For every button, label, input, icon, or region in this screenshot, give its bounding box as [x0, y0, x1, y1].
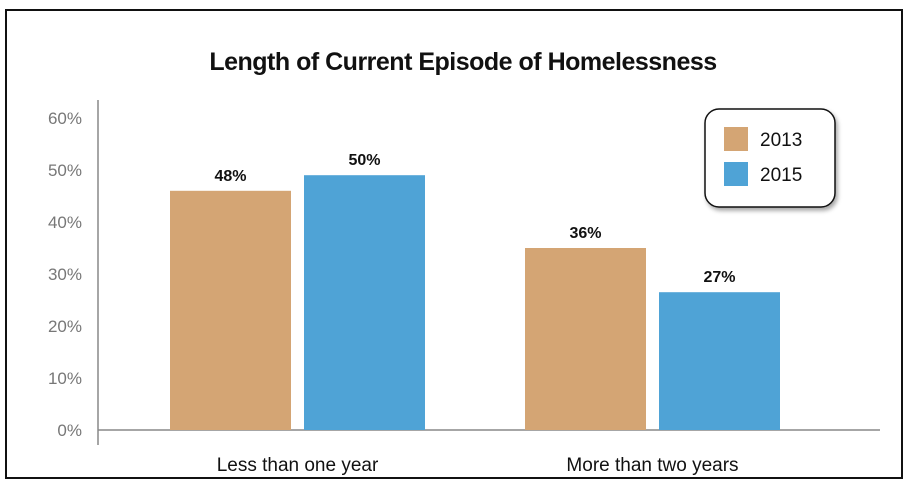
- data-label: 48%: [214, 168, 246, 185]
- data-label: 36%: [569, 225, 601, 242]
- y-tick-label: 0%: [57, 421, 82, 440]
- bar-2013-2: [525, 248, 646, 430]
- data-labels-group: 48% 50% 36% 27%: [214, 152, 735, 286]
- bars-group: [170, 175, 780, 430]
- category-label: Less than one year: [217, 455, 379, 476]
- data-label: 50%: [348, 152, 380, 169]
- bar-2013-1: [170, 190, 291, 430]
- legend-swatch-2013: [724, 127, 748, 151]
- chart-title: Length of Current Episode of Homelessnes…: [209, 48, 716, 76]
- legend-swatch-2015: [724, 162, 748, 186]
- category-labels-group: Less than one year More than two years: [217, 455, 739, 476]
- legend-label-2013: 2013: [760, 130, 802, 151]
- data-label: 27%: [703, 269, 735, 286]
- bar-2015-2: [659, 292, 780, 430]
- y-axis: 0% 10% 20% 30% 40% 50% 60%: [48, 100, 99, 445]
- category-label: More than two years: [566, 455, 738, 476]
- legend: 2013 2015: [704, 108, 836, 208]
- legend-label-2015: 2015: [760, 165, 802, 186]
- y-tick-label: 40%: [48, 213, 82, 232]
- y-tick-label: 20%: [48, 317, 82, 336]
- y-tick-label: 30%: [48, 265, 82, 284]
- y-tick-label: 50%: [48, 161, 82, 180]
- legend-box: [704, 108, 836, 208]
- bar-2015-1: [304, 175, 425, 430]
- y-tick-label: 60%: [48, 109, 82, 128]
- y-tick-label: 10%: [48, 369, 82, 388]
